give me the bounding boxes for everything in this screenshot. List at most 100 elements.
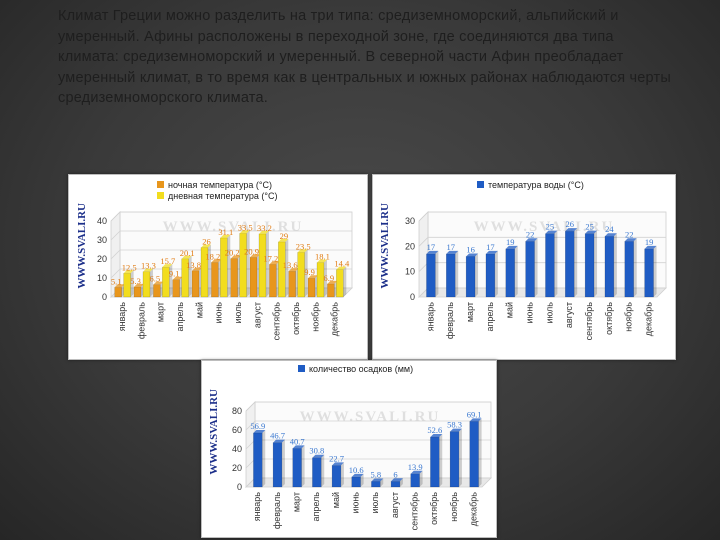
bar-top	[426, 250, 439, 254]
data-label: 46.7	[270, 431, 285, 441]
x-tick-label: октябрь	[291, 302, 301, 335]
bar-top	[250, 254, 260, 258]
data-label: 58.3	[447, 420, 462, 430]
bar-top	[292, 445, 305, 449]
bar	[288, 270, 296, 298]
bar-top	[391, 478, 403, 482]
bar-top	[308, 275, 318, 279]
bar-side	[360, 473, 364, 487]
bar-top	[273, 439, 285, 443]
bar-side	[321, 454, 325, 487]
bar	[545, 233, 555, 298]
bar	[624, 241, 634, 298]
bar-top	[351, 473, 364, 477]
bar	[200, 247, 209, 298]
bar-top	[624, 238, 637, 242]
bar-side	[281, 439, 285, 487]
data-label: 19	[506, 237, 515, 247]
bar-side	[594, 230, 598, 297]
bar-side	[455, 250, 459, 297]
data-label: 13.9	[408, 462, 423, 472]
bar-top	[450, 428, 462, 432]
data-label: 9.1	[169, 269, 180, 279]
water-temperature-svg: температура воды (°С) 0 10 20 30 WWW.SVALI.RU…	[405, 180, 667, 340]
bar	[292, 448, 302, 488]
data-label: 22	[625, 229, 634, 239]
bar-top	[143, 268, 153, 272]
data-label: 22.7	[329, 453, 344, 463]
bar-side	[265, 230, 269, 297]
bar	[644, 248, 654, 298]
bar-top	[525, 238, 538, 242]
x-tick-label: ноябрь	[624, 302, 634, 332]
data-label: 13.8	[186, 260, 201, 270]
bar-top	[371, 478, 384, 482]
bar	[430, 436, 440, 488]
bar-top	[565, 228, 578, 232]
bar	[153, 284, 161, 298]
bar	[390, 481, 401, 488]
bar-side	[130, 270, 134, 297]
y-tick-label: 40	[232, 444, 242, 454]
data-label: 13.3	[141, 261, 156, 271]
data-label: 12.5	[122, 262, 137, 272]
bar-side	[380, 478, 384, 487]
x-tick-label: январь	[252, 492, 262, 522]
bar-side	[514, 245, 518, 297]
bar-side	[207, 244, 211, 297]
legend-swatch	[298, 365, 305, 372]
gridline	[110, 249, 352, 260]
x-tick-label: сентябрь	[272, 302, 282, 341]
bar-top	[153, 281, 164, 285]
bar-side	[169, 264, 173, 297]
x-tick-label: февраль	[136, 302, 146, 339]
data-label: 31.1	[218, 227, 233, 237]
data-label: 6.5	[150, 274, 161, 284]
y-tick-label: 10	[97, 273, 107, 283]
bar	[565, 230, 575, 298]
gridline	[418, 211, 666, 222]
bar	[327, 283, 335, 298]
bar	[297, 252, 305, 298]
legend-label: температура воды (°С)	[488, 180, 584, 190]
data-label: 69.1	[467, 409, 482, 419]
watermark-center: WWW.SVALI.RU	[300, 409, 441, 425]
bar-top	[604, 233, 617, 237]
data-label: 17.2	[263, 253, 278, 263]
bar-top	[230, 255, 241, 259]
legend-swatch	[477, 181, 484, 188]
data-label: 6	[393, 469, 397, 479]
bar-side	[301, 445, 305, 487]
bar	[331, 465, 342, 488]
bar-top	[545, 230, 558, 234]
data-label: 19	[645, 237, 654, 247]
bar	[584, 233, 595, 298]
bar-top	[485, 250, 498, 254]
data-label: 26	[566, 219, 575, 229]
bar	[253, 432, 263, 488]
y-tick-label: 30	[405, 216, 415, 226]
data-label: 29	[280, 231, 289, 241]
x-tick-label: февраль	[272, 492, 282, 529]
bar	[465, 256, 476, 298]
bar	[172, 279, 180, 298]
x-tick-label: июль	[544, 302, 554, 324]
data-label: 17	[486, 242, 495, 252]
bar	[485, 253, 496, 298]
bar-top	[192, 267, 202, 271]
data-label: 33.5	[238, 222, 253, 232]
x-tick-label: август	[252, 302, 262, 328]
bar-top	[288, 268, 299, 272]
data-label: 20.1	[180, 248, 195, 258]
bar	[336, 269, 344, 298]
data-label: 26	[202, 237, 211, 247]
data-label: 25	[585, 222, 594, 232]
bar-side	[435, 250, 439, 297]
air-temperature-svg: ночная температура (°С)дневная температу…	[97, 180, 353, 341]
legend-label: дневная температура (°С)	[168, 191, 278, 201]
y-tick-label: 0	[237, 482, 242, 492]
x-tick-label: март	[465, 302, 475, 322]
bar	[220, 237, 228, 298]
bar	[269, 264, 277, 298]
bar-top	[134, 283, 144, 287]
